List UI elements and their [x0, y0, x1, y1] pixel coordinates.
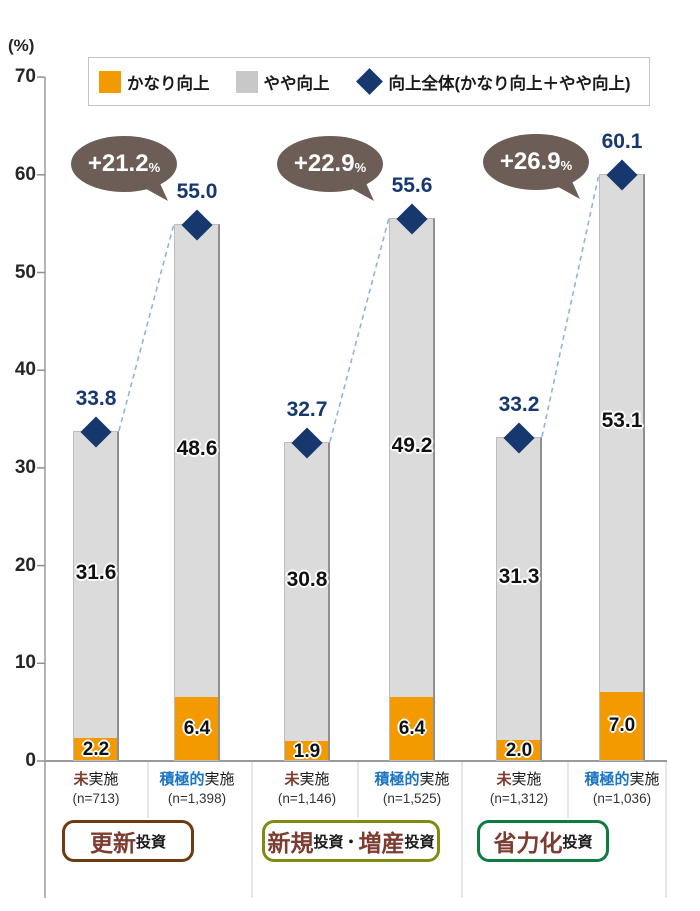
sample-size: (n=1,398) — [167, 791, 227, 806]
kanari-segment — [497, 740, 540, 760]
y-tick-label: 60 — [14, 163, 36, 185]
x-category-label: 未実施 (n=1,146) — [247, 770, 367, 808]
kanari-segment — [175, 697, 218, 760]
kanari-value-label: 7.0 — [608, 714, 636, 736]
group-label-part: 新規 — [267, 830, 314, 856]
delta-value: +26.9 — [499, 148, 561, 175]
yaya-value-label: 31.6 — [75, 561, 117, 585]
delta-unit: % — [354, 159, 367, 175]
x-category-label: 未実施 (n=713) — [36, 770, 156, 808]
category-name: 未実施 — [73, 771, 119, 788]
legend-item-kanari: かなり向上 — [99, 70, 210, 94]
kanari-value-label: 6.4 — [398, 717, 426, 739]
group-label-part: 投資 — [135, 833, 166, 851]
group-label-part: 増産 — [358, 830, 405, 856]
yaya-value-label: 48.6 — [176, 437, 218, 461]
y-tick-label: 30 — [14, 456, 36, 478]
sample-size: (n=1,312) — [489, 791, 549, 806]
stacked-bar — [389, 217, 435, 761]
y-tick-label: 40 — [14, 359, 36, 381]
total-value-label: 60.1 — [601, 129, 643, 153]
y-tick-label: 0 — [25, 750, 36, 771]
legend-label-total: 向上全体(かなり向上＋やや向上) — [388, 74, 631, 93]
total-value-label: 55.0 — [176, 179, 218, 203]
yaya-segment — [74, 431, 117, 739]
delta-unit: % — [560, 157, 573, 173]
group-label-part: 省力化 — [493, 830, 563, 856]
delta-value: +21.2 — [87, 150, 149, 177]
x-category-label: 未実施 (n=1,312) — [459, 770, 579, 808]
group-label-box: 新規 投資・増産 投資 — [262, 820, 440, 862]
stacked-bar — [496, 436, 542, 761]
group-label-box: 省力化 投資 — [477, 820, 609, 862]
connector-dashed-line — [329, 217, 390, 442]
category-name: 積極的実施 — [374, 771, 450, 788]
group-label-part: 投資 — [404, 833, 435, 851]
total-value-label: 55.6 — [391, 173, 433, 197]
yaya-value-label: 30.8 — [286, 567, 328, 591]
sample-size: (n=713) — [72, 791, 120, 806]
delta-unit: % — [148, 159, 161, 175]
x-category-label: 積極的実施 (n=1,036) — [562, 770, 682, 808]
kanari-value-label: 2.0 — [505, 740, 533, 762]
delta-value: +22.9 — [293, 150, 355, 177]
y-tick-label: 70 — [14, 66, 36, 88]
yaya-value-label: 53.1 — [601, 409, 643, 433]
y-tick-label: 20 — [14, 554, 36, 576]
group-label-box: 更新 投資 — [62, 820, 194, 862]
kanari-square-icon — [99, 70, 121, 93]
yaya-segment — [175, 224, 218, 698]
kanari-segment — [600, 691, 643, 760]
total-value-label: 33.8 — [75, 386, 117, 410]
legend: かなり向上 やや向上 向上全体(かなり向上＋やや向上) — [88, 57, 650, 106]
legend-label-kanari: かなり向上 — [127, 74, 210, 93]
total-value-label: 33.2 — [498, 392, 540, 416]
delta-bubble: +21.2% — [71, 136, 177, 192]
x-category-label: 積極的実施 (n=1,398) — [137, 770, 257, 808]
category-name: 積極的実施 — [159, 771, 235, 788]
total-value-label: 32.7 — [286, 397, 328, 421]
kanari-segment — [390, 697, 433, 760]
yaya-segment — [285, 442, 328, 742]
group-label-part: 投資 — [313, 833, 344, 851]
kanari-value-label: 1.9 — [293, 741, 321, 763]
legend-item-yaya: やや向上 — [235, 70, 330, 94]
sample-size: (n=1,146) — [277, 791, 337, 806]
stacked-bar — [174, 223, 220, 761]
kanari-value-label: 6.4 — [183, 717, 211, 739]
stacked-bar — [73, 430, 119, 761]
kanari-segment — [74, 738, 117, 760]
yaya-segment — [390, 218, 433, 698]
yaya-value-label: 49.2 — [391, 434, 433, 458]
y-axis-unit-label: (%) — [8, 36, 35, 55]
group-label-part: ・ — [343, 833, 359, 851]
legend-label-yaya: やや向上 — [263, 74, 330, 93]
kanari-segment — [285, 741, 328, 760]
sample-size: (n=1,525) — [382, 791, 442, 806]
x-category-label: 積極的実施 (n=1,525) — [352, 770, 472, 808]
yaya-value-label: 31.3 — [498, 565, 540, 589]
y-tick-label: 50 — [14, 261, 36, 283]
delta-bubble: +22.9% — [277, 136, 383, 192]
category-name: 未実施 — [284, 771, 330, 788]
delta-bubble: +26.9% — [483, 134, 589, 190]
stacked-bar — [599, 173, 645, 761]
legend-item-total: 向上全体(かなり向上＋やや向上) — [355, 68, 631, 95]
yaya-segment — [600, 174, 643, 692]
yaya-square-icon — [235, 70, 258, 93]
y-tick-label: 10 — [14, 652, 36, 674]
category-name: 未実施 — [496, 771, 542, 788]
kanari-value-label: 2.2 — [82, 738, 110, 760]
stacked-bar — [284, 441, 330, 761]
category-name: 積極的実施 — [584, 771, 660, 788]
yaya-segment — [497, 437, 540, 741]
sample-size: (n=1,036) — [592, 791, 652, 806]
group-label-part: 更新 — [89, 830, 136, 856]
group-label-part: 投資 — [562, 833, 593, 851]
